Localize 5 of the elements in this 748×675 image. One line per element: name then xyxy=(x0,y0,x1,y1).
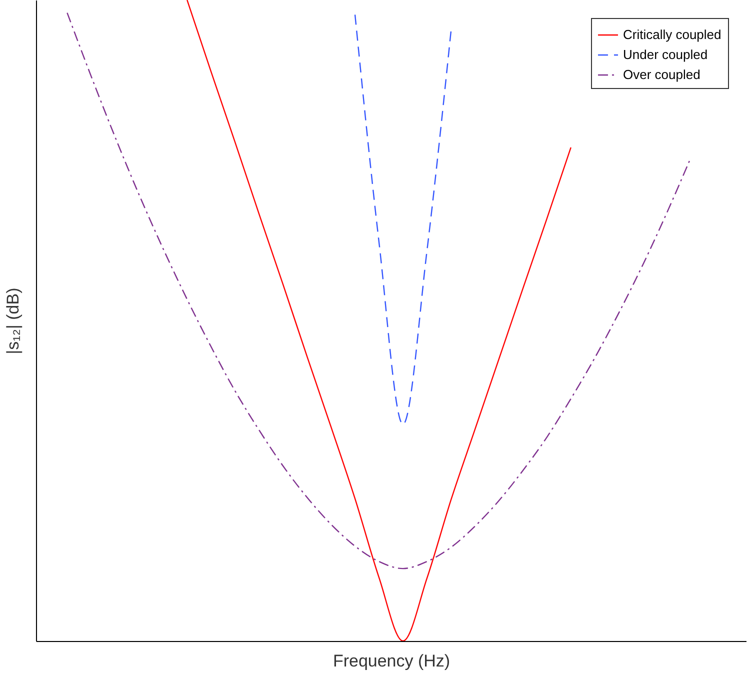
x-axis-title: Frequency (Hz) xyxy=(332,652,450,670)
legend-label: Over coupled xyxy=(623,67,700,82)
legend-label: Under coupled xyxy=(623,47,708,62)
legend-label: Critically coupled xyxy=(623,27,722,42)
y-axis-title: |s₁₂| (dB) xyxy=(4,288,22,354)
